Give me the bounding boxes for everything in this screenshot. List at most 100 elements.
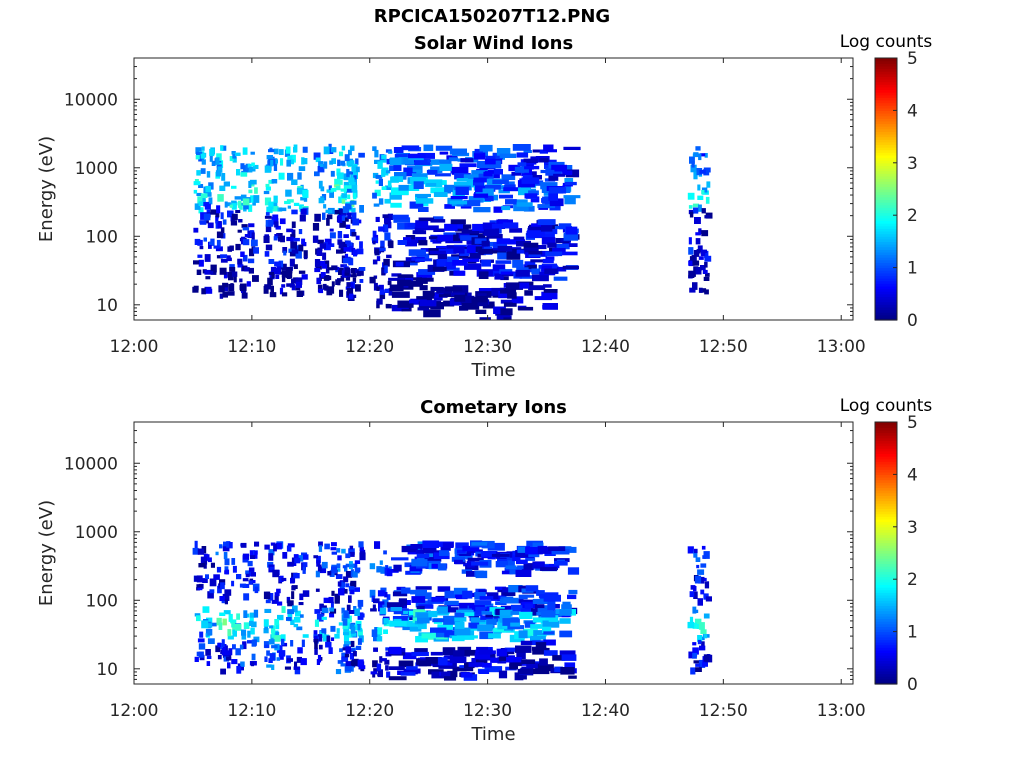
colorbar-step xyxy=(875,236,897,240)
colorbar-frame xyxy=(874,57,898,321)
colorbar-step xyxy=(875,589,897,593)
heatmap-cell xyxy=(294,661,298,669)
colorbar-step xyxy=(875,644,897,648)
heatmap-cell xyxy=(390,202,402,208)
colorbar-step xyxy=(875,157,897,161)
colorbar-step xyxy=(875,291,897,295)
heatmap-cell xyxy=(326,635,331,643)
heatmap-cell xyxy=(352,651,357,657)
colorbar-step xyxy=(875,466,897,470)
heatmap-cell xyxy=(266,155,273,160)
heatmap-cell xyxy=(237,258,243,265)
heatmap-cell xyxy=(232,157,237,163)
heatmap-cell xyxy=(531,223,542,227)
colorbar-step xyxy=(875,605,897,609)
heatmap-cell xyxy=(694,548,698,554)
heatmap-cell xyxy=(286,596,291,604)
heatmap-cell xyxy=(231,558,236,565)
heatmap-cell xyxy=(274,221,279,228)
heatmap-cell xyxy=(345,563,352,568)
heatmap-cell xyxy=(388,288,393,296)
x-tick-label: 12:10 xyxy=(227,337,276,357)
heatmap-cell xyxy=(688,237,692,245)
heatmap-cell xyxy=(689,211,694,218)
heatmap-cell xyxy=(265,244,273,251)
heatmap-cell xyxy=(274,234,279,239)
heatmap-cell xyxy=(479,248,493,254)
heatmap-cell xyxy=(224,566,229,572)
heatmap-cell xyxy=(247,640,254,644)
heatmap-cell xyxy=(377,590,385,597)
heatmap-cell xyxy=(698,287,703,293)
heatmap-cell xyxy=(328,647,333,654)
colorbar-step xyxy=(875,513,897,517)
heatmap-cell xyxy=(536,605,554,610)
heatmap-cell xyxy=(386,254,392,259)
heatmap-cell xyxy=(313,152,321,160)
heatmap-cell xyxy=(693,250,700,257)
heatmap-cell xyxy=(479,173,494,180)
heatmap-cell xyxy=(268,259,275,264)
heatmap-cell xyxy=(243,610,248,618)
colorbar-step xyxy=(875,526,897,531)
heatmap-cell xyxy=(204,269,211,275)
heatmap-cell xyxy=(281,275,286,283)
heatmap-cell xyxy=(416,272,433,278)
heatmap-cell xyxy=(228,613,233,622)
heatmap-cell xyxy=(251,653,256,661)
heatmap-cell xyxy=(301,274,308,280)
heatmap-cell xyxy=(235,648,241,656)
heatmap-cell xyxy=(242,198,250,206)
colorbar-step xyxy=(875,550,897,554)
heatmap-cell xyxy=(500,271,516,275)
heatmap-cell xyxy=(394,172,407,180)
colorbar-step xyxy=(875,479,897,483)
heatmap-cell xyxy=(359,241,363,249)
heatmap-cell xyxy=(381,169,386,177)
heatmap-cell xyxy=(247,258,255,264)
colorbar-step xyxy=(875,610,897,614)
heatmap-cell xyxy=(567,567,580,575)
heatmap-cell xyxy=(698,153,702,161)
heatmap-cell xyxy=(273,164,278,171)
heatmap-cell xyxy=(452,666,467,672)
colorbar-step xyxy=(875,521,897,525)
heatmap-cell xyxy=(196,584,203,588)
heatmap-cell xyxy=(235,243,241,251)
heatmap-cell xyxy=(201,159,206,165)
heatmap-cell xyxy=(240,163,245,170)
heatmap-cell xyxy=(230,283,234,288)
heatmap-cell xyxy=(372,660,378,668)
heatmap-cell xyxy=(246,281,251,287)
heatmap-cell xyxy=(547,242,557,248)
heatmap-cell xyxy=(516,267,529,272)
x-tick-label: 12:40 xyxy=(581,701,630,721)
heatmap-cell xyxy=(222,545,230,552)
heatmap-cell xyxy=(540,223,553,232)
heatmap-cell xyxy=(564,197,576,205)
heatmap-cell xyxy=(352,571,358,578)
heatmap-cell xyxy=(342,206,350,214)
heatmap-cell xyxy=(690,164,697,173)
heatmap-cell xyxy=(487,542,505,551)
heatmap-cell xyxy=(453,270,466,276)
heatmap-cell xyxy=(264,644,270,649)
heatmap-cell xyxy=(297,172,302,180)
heatmap-cell xyxy=(520,640,535,646)
heatmap-cell xyxy=(395,262,404,267)
heatmap-cell xyxy=(199,246,204,250)
heatmap-cell xyxy=(384,217,391,224)
heatmap-cell xyxy=(349,652,354,660)
heatmap-cell xyxy=(206,171,211,178)
heatmap-cell xyxy=(316,277,322,285)
heatmap-cell xyxy=(435,630,453,638)
heatmap-cell xyxy=(532,274,549,282)
heatmap-cell xyxy=(298,229,303,235)
heatmap-cell xyxy=(197,196,203,205)
colorbar-step xyxy=(875,490,897,494)
heatmap-cell xyxy=(370,608,377,612)
heatmap-cell xyxy=(303,255,308,260)
heatmap-cell xyxy=(248,567,255,574)
heatmap-cell xyxy=(219,544,223,549)
